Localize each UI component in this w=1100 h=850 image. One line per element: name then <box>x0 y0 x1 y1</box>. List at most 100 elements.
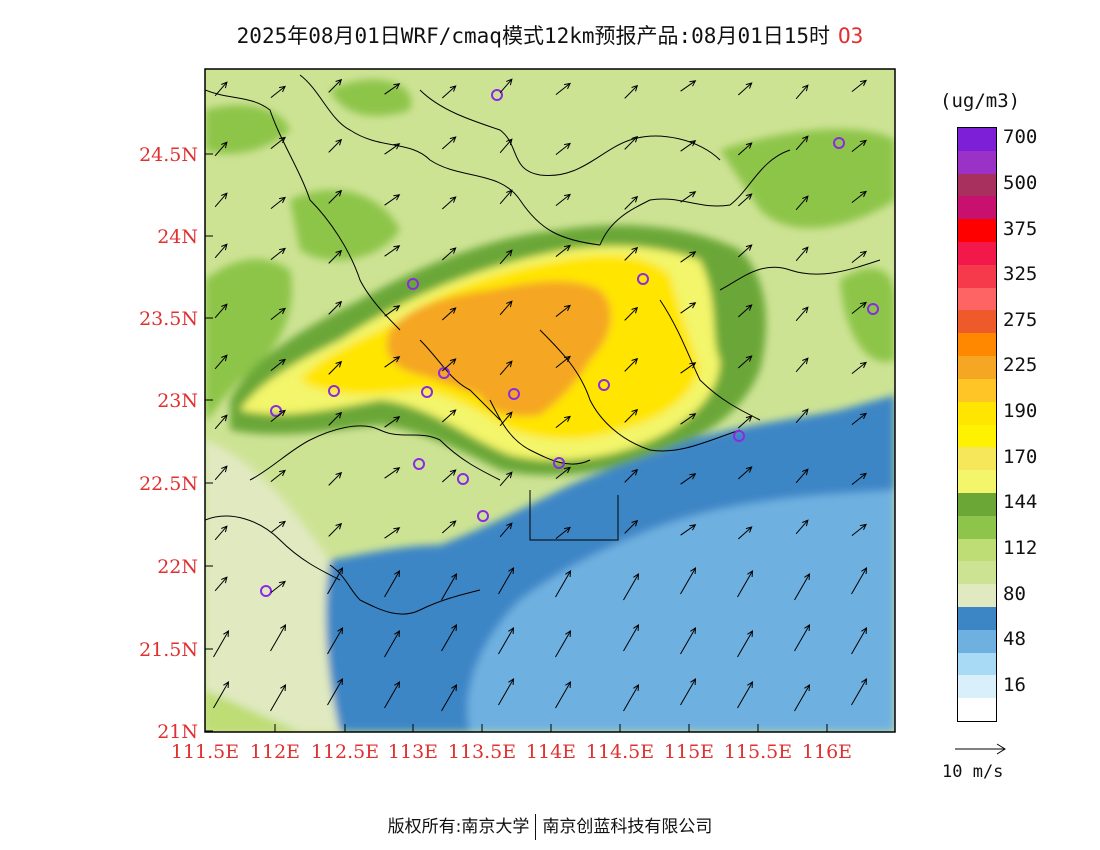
legend-swatch <box>958 652 996 676</box>
wind-vector <box>499 78 513 94</box>
wind-vectors <box>213 78 868 712</box>
latitude-axis: 24.5N 24N 23.5N 23N 22.5N 22N 21.5N 21N <box>139 144 213 743</box>
wind-vector <box>270 136 286 149</box>
reference-vector-label: 10 m/s <box>942 762 1004 782</box>
wind-vector <box>851 79 867 92</box>
wind-vector <box>441 469 457 483</box>
wind-vector <box>328 300 343 315</box>
wind-vector <box>795 408 809 424</box>
wind-vector <box>499 360 513 376</box>
wind-vector <box>555 570 572 598</box>
wind-vector <box>214 243 228 259</box>
lat-label: 22N <box>157 556 198 578</box>
wind-vector <box>328 249 343 264</box>
wind-vector <box>214 354 228 370</box>
wind-vector <box>270 409 286 422</box>
legend-swatch <box>958 242 996 266</box>
wind-vector <box>737 244 753 258</box>
legend-swatch <box>958 538 996 562</box>
wind-vector <box>555 82 571 95</box>
wind-vector <box>499 189 513 205</box>
wind-vector <box>270 307 286 320</box>
wind-vector <box>851 190 867 203</box>
wind-vector <box>214 525 228 541</box>
wind-vector <box>498 567 515 595</box>
wind-vector <box>680 413 697 425</box>
legend-swatch <box>958 356 996 380</box>
wind-vector <box>624 135 639 150</box>
wind-vector <box>795 246 809 262</box>
wind-vector <box>270 358 286 371</box>
wind-vector <box>384 630 401 658</box>
wind-vector <box>623 573 640 601</box>
wind-vector <box>680 567 697 595</box>
wind-vector <box>384 245 401 257</box>
legend-swatch <box>958 675 996 699</box>
species-label: O3 <box>838 24 864 48</box>
wind-vector <box>384 527 401 539</box>
wind-vector <box>498 627 515 655</box>
wind-vector <box>384 570 401 598</box>
wind-vector <box>499 471 513 487</box>
wind-vector <box>499 300 513 316</box>
wind-vector <box>624 246 639 261</box>
lon-label: 113E <box>388 741 438 763</box>
legend-swatch <box>958 606 996 631</box>
legend-swatch <box>958 698 996 722</box>
wind-vector <box>680 251 697 263</box>
legend-swatch <box>958 447 996 471</box>
lon-label: 116E <box>802 741 852 763</box>
station-markers <box>260 89 879 597</box>
wind-vector <box>270 85 286 98</box>
wind-vector <box>384 416 401 428</box>
wind-vector <box>270 684 287 712</box>
wind-vector <box>441 409 457 423</box>
wind-vector <box>441 247 457 261</box>
wind-vector <box>624 195 639 210</box>
wind-vector <box>851 523 867 536</box>
wind-vector <box>213 681 230 709</box>
wind-vector <box>270 469 286 482</box>
wind-vector <box>270 247 286 260</box>
wind-vector <box>328 522 343 537</box>
wind-vector <box>623 684 640 712</box>
wind-vector <box>328 78 343 93</box>
wind-vector <box>555 193 571 206</box>
wind-vector <box>384 356 401 368</box>
wind-vector <box>384 143 401 155</box>
lon-label: 115E <box>664 741 714 763</box>
copyright-left: 版权所有:南京大学 <box>387 817 530 837</box>
wind-vector <box>794 684 811 712</box>
wind-vector <box>851 250 867 263</box>
wind-vector <box>327 678 344 706</box>
wind-vector <box>327 567 344 595</box>
wind-vector <box>680 627 697 655</box>
wind-vector <box>328 360 343 375</box>
wind-vector <box>270 196 286 209</box>
copyright-footer: 版权所有:南京大学 南京创蓝科技有限公司 <box>0 812 1100 840</box>
legend-swatch <box>958 492 996 517</box>
lon-label: 111.5E <box>171 741 239 763</box>
wind-vector <box>214 414 228 430</box>
wind-vector <box>555 630 572 658</box>
legend-swatch <box>958 515 996 540</box>
wind-vector <box>737 193 753 207</box>
lon-label: 114E <box>526 741 576 763</box>
legend-swatch <box>958 310 996 334</box>
wind-vector <box>270 520 286 533</box>
lat-label: 22.5N <box>139 473 198 495</box>
wind-vector <box>328 411 343 426</box>
wind-vector <box>441 358 457 372</box>
legend-value: 170 <box>1003 445 1038 468</box>
lat-label: 21.5N <box>139 639 198 661</box>
admin-boundaries <box>205 74 881 615</box>
wind-vector <box>441 624 458 652</box>
wind-vector <box>499 411 513 427</box>
wind-vector <box>555 355 571 368</box>
wind-vector <box>555 526 571 539</box>
legend-swatch <box>958 196 996 220</box>
wind-vector <box>795 135 809 151</box>
wind-vector <box>624 306 639 321</box>
wind-vector <box>624 357 639 372</box>
